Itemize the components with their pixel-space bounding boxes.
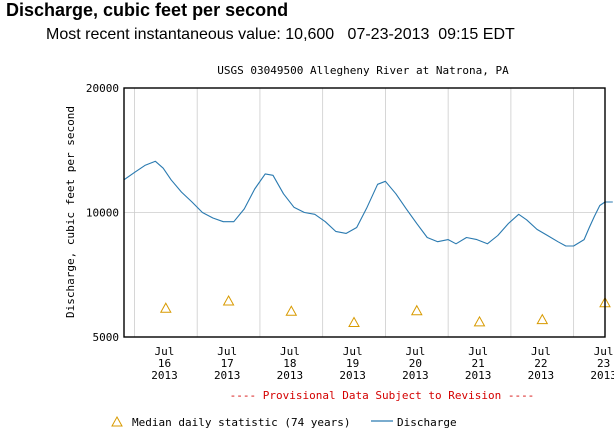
x-tick-label: 23 [597, 357, 610, 370]
x-tick-label: 2013 [465, 369, 492, 382]
series-layer [123, 160, 613, 247]
legend-discharge-label: Discharge [397, 416, 457, 429]
chart-title: USGS 03049500 Allegheny River at Natrona… [217, 64, 509, 77]
y-tick-label: 10000 [86, 207, 119, 220]
median-marker [410, 304, 423, 316]
x-tick-label: 2013 [277, 369, 304, 382]
legend: Median daily statistic (74 years) Discha… [111, 415, 457, 429]
x-tick-label: 2013 [339, 369, 366, 382]
median-marker [536, 313, 549, 325]
x-tick-label: 2013 [151, 369, 178, 382]
x-tick-label: Jul [405, 345, 425, 358]
x-tick-label: Jul [468, 345, 488, 358]
x-tick-label: 2013 [214, 369, 241, 382]
x-tick-label: 20 [409, 357, 422, 370]
provisional-annotation: ---- Provisional Data Subject to Revisio… [230, 389, 535, 402]
x-axis-ticks: Jul162013Jul172013Jul182013Jul192013Jul2… [151, 345, 614, 382]
median-marker [348, 316, 360, 327]
x-tick-label: 2013 [402, 369, 429, 382]
x-tick-label: 18 [283, 357, 296, 370]
x-tick-label: Jul [217, 345, 237, 358]
y-tick-label: 5000 [93, 331, 120, 344]
x-tick-label: Jul [531, 345, 551, 358]
recent-value: 10,600 [285, 26, 335, 43]
x-tick-label: Jul [155, 345, 175, 358]
recent-time: 09:15 EDT [438, 26, 515, 43]
median-marker [222, 294, 235, 306]
x-tick-label: Jul [594, 345, 614, 358]
y-tick-label: 20000 [86, 82, 119, 95]
x-tick-label: 19 [346, 357, 359, 370]
median-marker [159, 302, 172, 313]
recent-date: 07-23-2013 [347, 26, 430, 43]
x-tick-label: 2013 [590, 369, 614, 382]
x-tick-label: 2013 [528, 369, 555, 382]
x-tick-label: 16 [158, 357, 171, 370]
x-tick-label: Jul [343, 345, 363, 358]
x-tick-label: Jul [280, 345, 300, 358]
page-heading: Discharge, cubic feet per second [6, 0, 289, 20]
legend-median-triangle-icon [111, 415, 123, 427]
plot-frame [123, 87, 606, 338]
recent-value-line: Most recent instantaneous value: 10,600 … [46, 26, 515, 44]
y-axis-ticks: 5000 10000 20000 [86, 82, 119, 344]
median-marker [473, 315, 486, 327]
median-marker [285, 305, 298, 316]
x-tick-label: 22 [534, 357, 547, 370]
marker-layer [159, 294, 611, 327]
recent-value-label: Most recent instantaneous value: [46, 26, 281, 43]
x-tick-label: 17 [221, 357, 234, 370]
y-axis-label: Discharge, cubic feet per second [64, 106, 77, 318]
x-tick-label: 21 [472, 357, 485, 370]
discharge-line [123, 160, 613, 247]
legend-median-label: Median daily statistic (74 years) [132, 416, 351, 429]
